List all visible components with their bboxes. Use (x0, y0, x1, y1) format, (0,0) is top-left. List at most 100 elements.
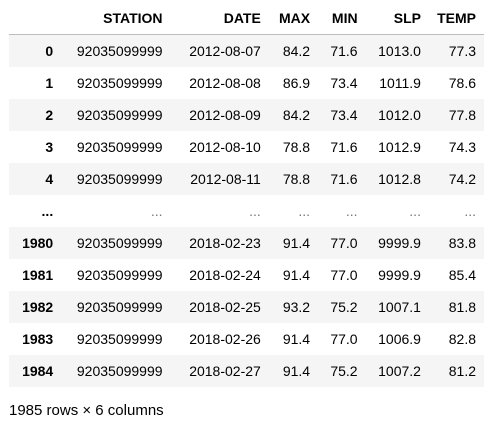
table-row: 1984 92035099999 2018-02-27 91.4 75.2 1007.2 8… (9, 355, 484, 387)
cell-slp: 1013.0 (378, 43, 421, 59)
cell-max: 91.4 (282, 363, 311, 379)
cell-max: 78.8 (282, 171, 311, 187)
cell-date: 2012-08-08 (189, 75, 261, 91)
cell-station: 92035099999 (76, 363, 163, 379)
cell-temp: 74.3 (448, 139, 476, 155)
cell-max: 91.4 (282, 235, 311, 251)
table-row: 0 92035099999 2012-08-07 84.2 71.6 1013.0 77.3 (9, 34, 484, 67)
cell-slp: 1012.0 (378, 107, 421, 123)
cell-temp: ... (464, 203, 476, 219)
cell-date: 2018-02-23 (189, 235, 261, 251)
cell-min: 77.0 (330, 235, 358, 251)
cell-station: ... (150, 203, 163, 219)
table-body: 0 92035099999 2012-08-07 84.2 71.6 1013.0 77.3… (9, 34, 484, 387)
cell-slp: 1007.2 (378, 363, 421, 379)
table-row: 2 92035099999 2012-08-09 84.2 73.4 1012.0 77.8 (9, 99, 484, 131)
row-index: 1981 (22, 267, 54, 283)
cell-min: 71.6 (330, 139, 358, 155)
cell-station: 92035099999 (76, 107, 163, 123)
cell-date: 2018-02-24 (189, 267, 261, 283)
row-index: 1 (45, 75, 54, 91)
column-header-date: DATE (170, 2, 269, 35)
table-header: STATION DATE MAX MIN SLP TEMP (9, 2, 484, 35)
cell-temp: 81.2 (448, 363, 476, 379)
column-header-slp: SLP (365, 2, 429, 35)
row-index: 3 (45, 139, 54, 155)
cell-max: ... (298, 203, 311, 219)
cell-date: 2018-02-27 (189, 363, 261, 379)
cell-temp: 78.6 (448, 75, 476, 91)
cell-slp: 1012.9 (378, 139, 421, 155)
header-row: STATION DATE MAX MIN SLP TEMP (9, 2, 484, 35)
cell-temp: 83.8 (448, 235, 476, 251)
cell-min: 77.0 (330, 267, 358, 283)
cell-min: 71.6 (330, 43, 358, 59)
cell-min: 75.2 (330, 363, 358, 379)
ellipsis-row: ..................... (9, 195, 484, 227)
column-header-index (9, 2, 62, 35)
row-index: 0 (45, 43, 54, 59)
dataframe-shape-note: 1985 rows × 6 columns (9, 402, 164, 419)
dataframe-table: STATION DATE MAX MIN SLP TEMP 0 920350999… (9, 2, 484, 387)
cell-max: 84.2 (282, 107, 311, 123)
cell-max: 91.4 (282, 267, 311, 283)
cell-date: 2012-08-07 (189, 43, 261, 59)
table-row: 1981 92035099999 2018-02-24 91.4 77.0 9999.9 8… (9, 259, 484, 291)
row-index: 1984 (22, 363, 54, 379)
cell-slp: 1007.1 (378, 299, 421, 315)
cell-min: 73.4 (330, 75, 358, 91)
row-index: 1980 (22, 235, 54, 251)
table-row: 1982 92035099999 2018-02-25 93.2 75.2 1007.1 8… (9, 291, 484, 323)
cell-max: 84.2 (282, 43, 311, 59)
cell-station: 92035099999 (76, 331, 163, 347)
cell-min: 77.0 (330, 331, 358, 347)
cell-date: 2012-08-10 (189, 139, 261, 155)
cell-slp: 1006.9 (378, 331, 421, 347)
cell-date: 2012-08-11 (190, 171, 261, 187)
row-index: 4 (45, 171, 54, 187)
cell-slp: ... (409, 203, 421, 219)
cell-station: 92035099999 (76, 75, 163, 91)
cell-min: 75.2 (330, 299, 358, 315)
cell-max: 86.9 (282, 75, 311, 91)
column-header-max: MAX (268, 2, 319, 35)
cell-date: 2018-02-26 (189, 331, 261, 347)
cell-station: 92035099999 (76, 171, 163, 187)
column-header-temp: TEMP (428, 2, 484, 35)
cell-temp: 74.2 (448, 171, 476, 187)
cell-station: 92035099999 (76, 139, 163, 155)
cell-temp: 81.8 (448, 299, 476, 315)
row-index: 1983 (22, 331, 54, 347)
table-row: 1983 92035099999 2018-02-26 91.4 77.0 1006.9 8… (9, 323, 484, 355)
table-row: 1980 92035099999 2018-02-23 91.4 77.0 9999.9 8… (9, 227, 484, 259)
cell-station: 92035099999 (76, 267, 163, 283)
cell-station: 92035099999 (76, 299, 163, 315)
cell-station: 92035099999 (76, 43, 163, 59)
row-index: ... (41, 203, 54, 219)
cell-temp: 77.8 (448, 107, 476, 123)
column-header-station: STATION (61, 2, 171, 35)
cell-date: ... (249, 203, 261, 219)
cell-temp: 82.8 (448, 331, 476, 347)
cell-slp: 9999.9 (378, 267, 421, 283)
cell-max: 78.8 (282, 139, 311, 155)
table-row: 3 92035099999 2012-08-10 78.8 71.6 1012.9 74.3 (9, 131, 484, 163)
cell-min: ... (345, 203, 358, 219)
cell-temp: 85.4 (448, 267, 476, 283)
cell-slp: 1011.9 (379, 75, 421, 91)
cell-max: 93.2 (282, 299, 311, 315)
row-index: 2 (45, 107, 54, 123)
table-row: 4 92035099999 2012-08-11 78.8 71.6 1012.8 74.2 (9, 163, 484, 195)
dataframe-output: STATION DATE MAX MIN SLP TEMP 0 920350999… (9, 2, 484, 387)
cell-min: 71.6 (330, 171, 358, 187)
cell-date: 2012-08-09 (189, 107, 261, 123)
cell-date: 2018-02-25 (189, 299, 261, 315)
cell-slp: 1012.8 (378, 171, 421, 187)
cell-temp: 77.3 (448, 43, 476, 59)
cell-max: 91.4 (282, 331, 311, 347)
cell-slp: 9999.9 (378, 235, 421, 251)
column-header-min: MIN (318, 2, 366, 35)
cell-station: 92035099999 (76, 235, 163, 251)
row-index: 1982 (22, 299, 54, 315)
table-row: 1 92035099999 2012-08-08 86.9 73.4 1011.9 78.6 (9, 67, 484, 99)
